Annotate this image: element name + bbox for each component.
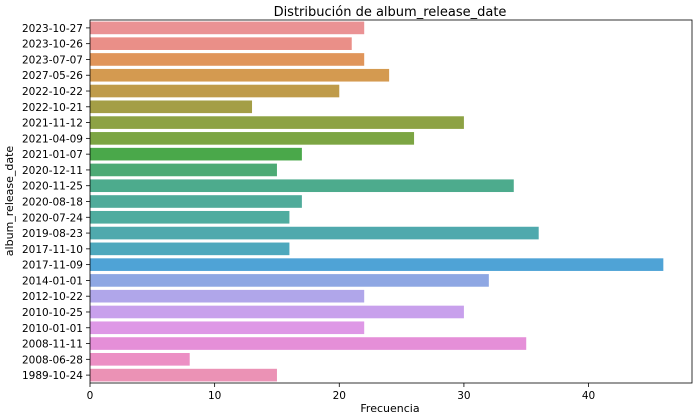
bar-2019-08-23 <box>90 226 539 240</box>
bar-2014-01-01 <box>90 274 489 287</box>
bar-2017-11-10 <box>90 242 290 256</box>
chart-title: Distribución de album_release_date <box>274 5 507 20</box>
x-tick-label: 10 <box>208 390 221 402</box>
y-tick-label: 2020-07-24 <box>22 212 83 224</box>
bar-2021-01-07 <box>90 147 302 161</box>
bar-2008-11-11 <box>90 337 527 350</box>
y-tick-label: 2022-10-21 <box>22 102 83 114</box>
y-axis-label: album_release_date <box>3 146 16 257</box>
bar-2020-11-25 <box>90 179 514 193</box>
x-ticks-group: 0 10 20 30 40 <box>87 383 595 402</box>
y-tick-label: 2021-11-12 <box>22 118 83 130</box>
y-tick-label: 2022-10-22 <box>22 86 83 98</box>
bar-2023-10-26 <box>90 37 352 50</box>
x-axis-label: Frecuencia <box>360 402 419 415</box>
y-tick-label: 2020-11-25 <box>22 181 83 193</box>
y-tick-label: 2010-01-01 <box>22 323 83 335</box>
y-tick-label: 2023-10-26 <box>22 39 83 51</box>
bar-2022-10-22 <box>90 84 340 98</box>
y-tick-label: 2014-01-01 <box>22 275 83 287</box>
bar-2022-10-21 <box>90 100 253 114</box>
y-tick-label: 2021-01-07 <box>22 149 83 161</box>
y-tick-label: 2020-12-11 <box>22 165 83 177</box>
plot-frame <box>89 19 693 384</box>
y-tick-label: 2012-10-22 <box>22 291 83 303</box>
y-tick-label: 2019-08-23 <box>22 228 83 240</box>
bar-1989-10-24 <box>90 368 277 382</box>
y-ticks-group: 2023-10-27 2023-10-26 2023-07-07 2027-05-26… <box>22 23 90 382</box>
x-tick-label: 20 <box>333 390 346 402</box>
bar-2012-10-22 <box>90 289 365 303</box>
bar-2020-08-18 <box>90 195 302 208</box>
x-tick-label: 40 <box>582 390 595 402</box>
bar-2017-11-09 <box>90 258 664 271</box>
bar-2020-07-24 <box>90 210 290 224</box>
bar-2010-01-01 <box>90 321 365 335</box>
y-tick-label: 1989-10-24 <box>22 370 83 382</box>
y-tick-label: 2023-07-07 <box>22 54 83 66</box>
y-tick-label: 2010-10-25 <box>22 307 83 319</box>
y-tick-label: 2020-08-18 <box>22 197 83 209</box>
bar-2008-06-28 <box>90 353 190 366</box>
bar-2021-11-12 <box>90 116 464 129</box>
y-tick-label: 2023-10-27 <box>22 23 83 35</box>
y-tick-label: 2027-05-26 <box>22 70 83 82</box>
y-tick-label: 2017-11-09 <box>22 260 83 272</box>
bar-2023-07-07 <box>90 53 365 66</box>
x-tick-label: 30 <box>457 390 470 402</box>
x-tick-label: 0 <box>87 390 94 402</box>
y-tick-label: 2021-04-09 <box>22 133 83 145</box>
bar-2020-12-11 <box>90 163 277 177</box>
bar-2027-05-26 <box>90 68 390 82</box>
bar-2010-10-25 <box>90 305 464 319</box>
y-tick-label: 2008-11-11 <box>22 339 83 351</box>
y-tick-label: 2017-11-10 <box>22 244 83 256</box>
bar-2021-04-09 <box>90 132 415 145</box>
y-tick-label: 2008-06-28 <box>22 354 83 366</box>
bar-2023-10-27 <box>90 21 365 35</box>
bars-group <box>90 21 664 382</box>
